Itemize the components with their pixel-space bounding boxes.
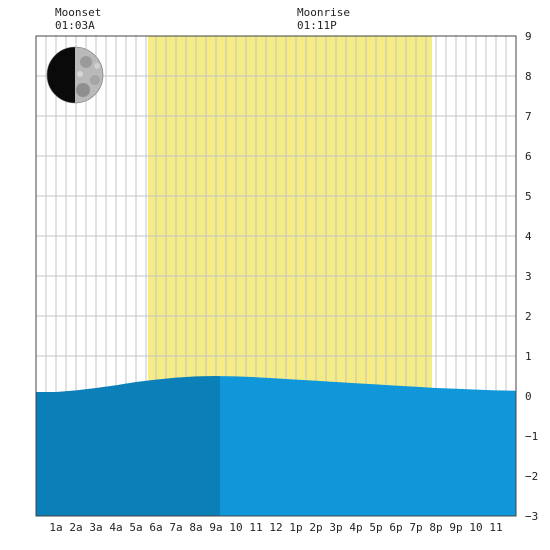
- x-tick-label: 1a: [49, 521, 62, 534]
- x-tick-label: 6a: [149, 521, 162, 534]
- x-tick-label: 10: [469, 521, 482, 534]
- y-tick-label: −2: [525, 470, 538, 483]
- half-moon-icon: [46, 46, 104, 104]
- x-tick-label: 7a: [169, 521, 182, 534]
- plot-frame: [35, 35, 517, 517]
- x-tick-label: 2p: [309, 521, 322, 534]
- x-tick-label: 7p: [409, 521, 422, 534]
- moonset-time: 01:03A: [55, 19, 95, 32]
- x-tick-label: 11: [249, 521, 262, 534]
- x-tick-label: 9p: [449, 521, 462, 534]
- x-tick-label: 4p: [349, 521, 362, 534]
- x-tick-label: 3p: [329, 521, 342, 534]
- tide-area-rising: [36, 376, 220, 516]
- y-tick-label: 8: [525, 70, 532, 83]
- y-tick-label: −3: [525, 510, 538, 523]
- x-tick-label: 6p: [389, 521, 402, 534]
- moonset-label: Moonset: [55, 6, 101, 19]
- tide-area: [36, 376, 516, 516]
- y-tick-label: 9: [525, 30, 532, 43]
- x-tick-label: 4a: [109, 521, 122, 534]
- y-tick-label: 5: [525, 190, 532, 203]
- y-tick-label: 4: [525, 230, 532, 243]
- x-tick-label: 5a: [129, 521, 142, 534]
- y-tick-label: 1: [525, 350, 532, 363]
- x-axis-tick-labels: 1a 2a 3a 4a 5a 6a 7a 8a 9a 10 11 12 1p 2p 3p 4p 5p 6p 7p 8p…: [49, 521, 502, 534]
- y-tick-label: 2: [525, 310, 532, 323]
- x-tick-label: 5p: [369, 521, 382, 534]
- x-tick-label: 12: [269, 521, 282, 534]
- x-tick-label: 1p: [289, 521, 302, 534]
- y-tick-label: 0: [525, 390, 532, 403]
- x-tick-label: 11: [489, 521, 502, 534]
- y-tick-label: −1: [525, 430, 538, 443]
- x-tick-label: 9a: [209, 521, 222, 534]
- x-tick-label: 3a: [89, 521, 102, 534]
- tide-area-falling: [220, 376, 516, 516]
- x-tick-label: 8a: [189, 521, 202, 534]
- y-axis-tick-labels: 9 8 7 6 5 4 3 2 1 0 −1 −2 −3: [525, 30, 538, 523]
- x-tick-label: 8p: [429, 521, 442, 534]
- y-tick-label: 6: [525, 150, 532, 163]
- moonrise-label: Moonrise: [297, 6, 350, 19]
- x-tick-label: 2a: [69, 521, 82, 534]
- moonrise-time: 01:11P: [297, 19, 337, 32]
- x-tick-label: 10: [229, 521, 242, 534]
- y-tick-label: 3: [525, 270, 532, 283]
- y-tick-label: 7: [525, 110, 532, 123]
